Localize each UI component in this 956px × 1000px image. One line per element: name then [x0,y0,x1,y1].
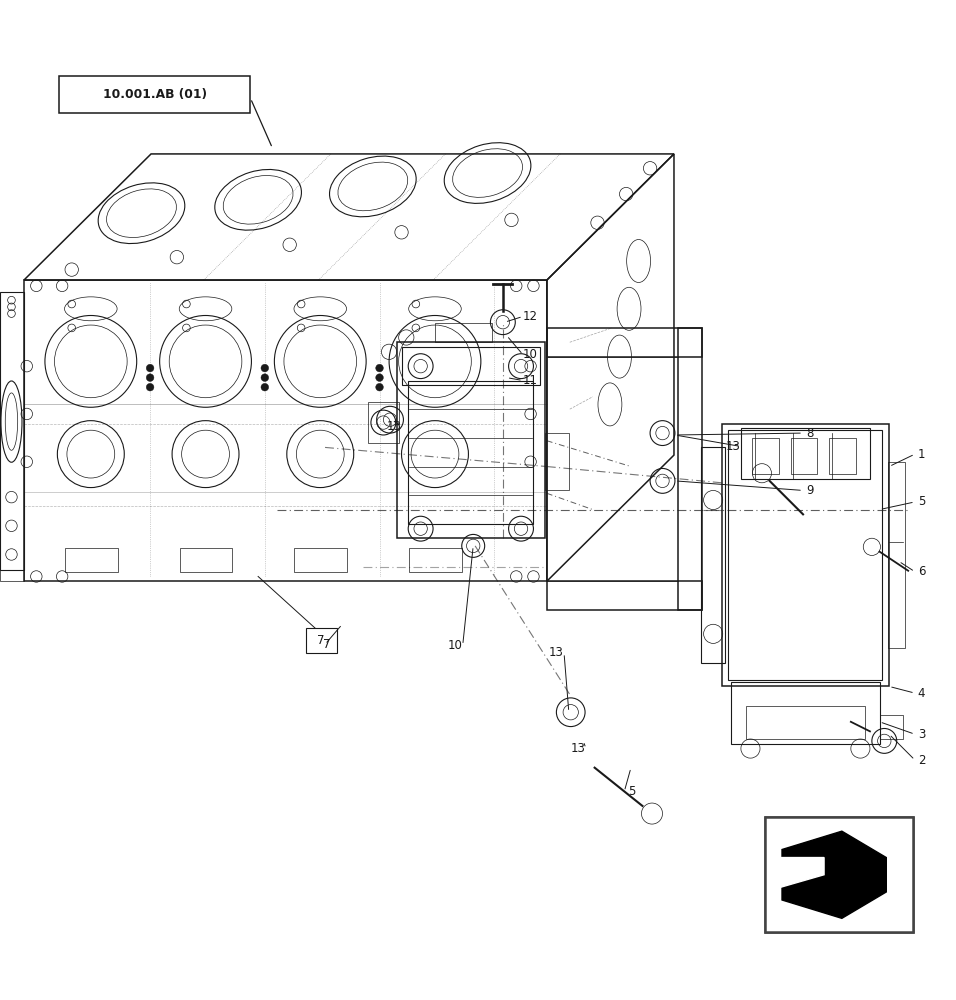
Circle shape [146,383,154,391]
Polygon shape [782,831,886,918]
Text: 5: 5 [918,495,925,508]
Bar [731,682,880,744]
Text: 10: 10 [447,639,463,652]
Text: 13: 13 [386,420,402,433]
Bar [765,817,913,932]
Bar [791,438,817,474]
Bar [547,581,702,610]
Bar [888,462,905,648]
Bar [722,424,889,686]
Circle shape [376,364,383,372]
Bar [397,342,545,538]
Text: 13: 13 [549,646,564,659]
Circle shape [376,383,383,391]
Bar [545,433,569,490]
Circle shape [146,374,154,381]
Text: 13: 13 [571,742,586,755]
Bar [746,706,865,739]
Text: 3: 3 [918,728,925,741]
Circle shape [376,374,383,381]
Circle shape [146,364,154,372]
Circle shape [261,364,269,372]
Text: 8: 8 [806,427,814,440]
Bar [409,548,462,572]
Bar [701,447,725,663]
Circle shape [261,383,269,391]
Bar [65,548,118,572]
Text: 9: 9 [806,484,814,497]
Bar [741,428,870,479]
Text: 2: 2 [918,754,925,767]
Text: 11: 11 [523,374,538,387]
Bar [752,438,779,474]
Bar [368,402,399,443]
Bar [728,430,882,680]
Bar [765,817,913,932]
Polygon shape [776,858,824,889]
Bar [435,323,492,342]
Text: 13: 13 [726,440,741,453]
Bar [306,628,337,653]
Text: 7: 7 [317,634,325,647]
Text: 1: 1 [918,448,925,461]
Text: 10: 10 [523,348,538,361]
Text: 4: 4 [918,687,925,700]
Bar [180,548,232,572]
Circle shape [261,374,269,381]
Text: 5: 5 [628,785,636,798]
Bar [678,328,702,610]
Text: 10.001.AB (01): 10.001.AB (01) [103,88,206,101]
Bar [547,328,702,357]
Text: 6: 6 [918,565,925,578]
Bar [880,715,903,739]
Text: 12: 12 [523,310,538,323]
Bar [829,438,856,474]
Bar [294,548,347,572]
Bar [402,347,540,385]
Bar [408,380,533,524]
Text: 7: 7 [323,638,331,651]
Bar [59,76,250,113]
